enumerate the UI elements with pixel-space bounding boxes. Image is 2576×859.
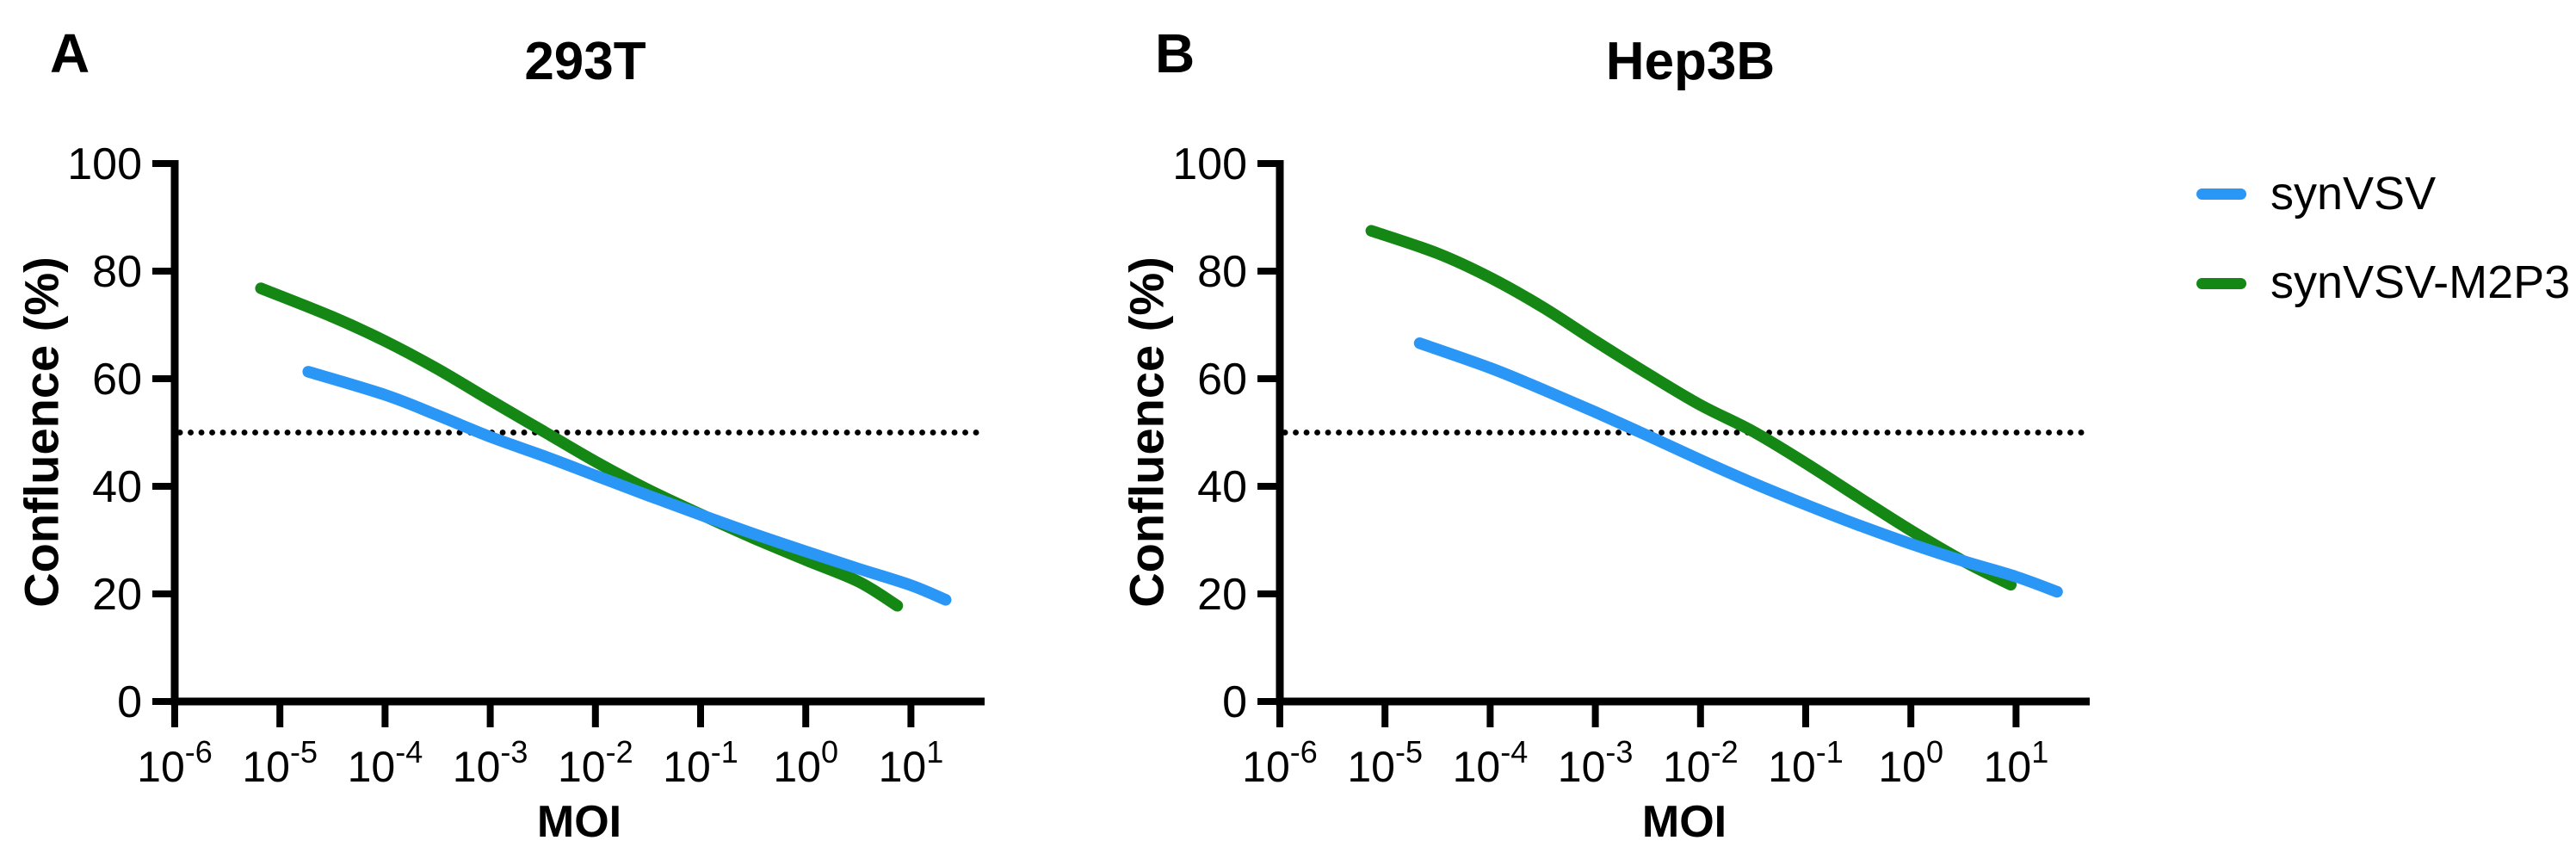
y-tick-label: 20 (1197, 570, 1247, 620)
x-tick-label: 10-5 (242, 734, 318, 791)
series-synvsv (1413, 337, 2063, 598)
panel-label: B (1155, 22, 1195, 84)
y-tick-label: 0 (1222, 677, 1247, 727)
x-tick-label: 101 (879, 734, 944, 791)
x-tick-label: 10-2 (1663, 734, 1739, 791)
y-tick-label: 0 (117, 677, 142, 727)
legend-swatch-synvsv (2196, 188, 2246, 201)
panel-label: A (50, 22, 90, 84)
x-axis-label: MOI (537, 797, 621, 847)
y-axis-label: Confluence (%) (15, 256, 69, 608)
chart-title: 293T (524, 32, 646, 91)
x-tick-label: 10-4 (348, 734, 423, 791)
x-tick-label: 101 (1984, 734, 2049, 791)
series-synvsv-m2p3 (1365, 225, 2017, 591)
y-tick-label: 60 (92, 355, 142, 405)
chart-title: Hep3B (1606, 32, 1775, 91)
x-tick-label: 10-4 (1453, 734, 1529, 791)
legend-item-synvsv: synVSV (2196, 168, 2570, 219)
y-tick-label: 80 (92, 247, 142, 297)
y-tick-label: 20 (92, 570, 142, 620)
x-tick-label: 10-6 (1242, 734, 1318, 791)
series-synvsv (302, 366, 952, 606)
y-tick-label: 100 (1172, 139, 1247, 189)
y-tick-label: 60 (1197, 355, 1247, 405)
legend-swatch-synvsv-m2p3 (2196, 277, 2246, 289)
y-tick-label: 40 (92, 462, 142, 512)
y-tick-label: 100 (67, 139, 142, 189)
x-tick-label: 100 (1878, 734, 1943, 791)
legend-label-synvsv: synVSV (2270, 168, 2437, 219)
legend-item-synvsv-m2p3: synVSV-M2P3 (2196, 256, 2571, 309)
x-tick-label: 10-1 (1768, 734, 1844, 791)
y-tick-label: 40 (1197, 462, 1247, 512)
y-axis-label: Confluence (%) (1120, 256, 1174, 608)
legend-label-synvsv-m2p3: synVSV-M2P3 (2270, 256, 2571, 309)
series-synvsv-m2p3 (255, 282, 904, 612)
x-tick-label: 10-3 (1558, 734, 1634, 791)
x-axis-label: MOI (1642, 797, 1727, 847)
legend: synVSV synVSV-M2P3 (2196, 168, 2571, 309)
x-tick-label: 10-5 (1347, 734, 1423, 791)
y-tick-label: 80 (1197, 247, 1247, 297)
